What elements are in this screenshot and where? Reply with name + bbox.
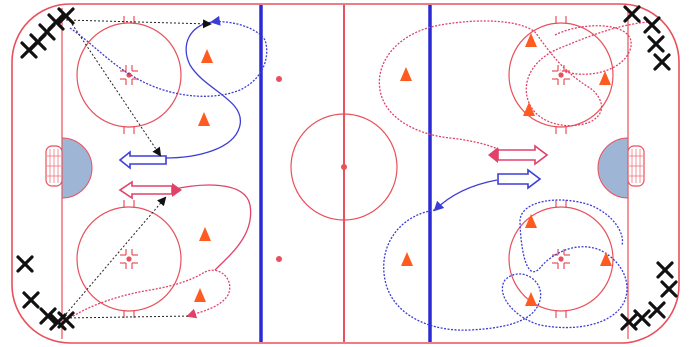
- red-hollow-arrow-left: [118, 180, 182, 200]
- neutral-dot: [276, 256, 282, 262]
- goal-crease-right: [597, 137, 629, 199]
- goal-crease-left: [61, 137, 93, 199]
- blue-wavy-route-left-top: [69, 15, 268, 97]
- pass-arrow-left-diag-up: [65, 196, 167, 315]
- faceoff-circle-left-top: [76, 16, 182, 134]
- red-hollow-arrow-right: [488, 144, 549, 166]
- red-wavy-route-left-bottom: [69, 269, 231, 319]
- center-faceoff-dot: [341, 164, 347, 170]
- goal-net-left-icon: [45, 145, 63, 187]
- red-skate-route-left: [169, 184, 252, 271]
- faceoff-circle-right-top: [508, 16, 614, 134]
- center-faceoff-circle: [290, 113, 398, 221]
- pass-arrow-top: [65, 19, 212, 29]
- blue-hollow-arrow-right: [497, 168, 542, 190]
- pass-arrow-bottom: [65, 315, 191, 319]
- blue-skate-route-left: [164, 21, 241, 159]
- goal-net-right-icon: [627, 145, 645, 187]
- red-wavy-loop-right: [554, 25, 632, 75]
- red-wavy-route-right-top: [378, 20, 649, 151]
- neutral-dot: [276, 76, 282, 82]
- rink-boards: [11, 3, 680, 344]
- blue-skate-route-right: [433, 179, 498, 212]
- blue-wavy-route-right-bottom: [383, 199, 628, 331]
- faceoff-circle-left-bottom: [76, 200, 182, 318]
